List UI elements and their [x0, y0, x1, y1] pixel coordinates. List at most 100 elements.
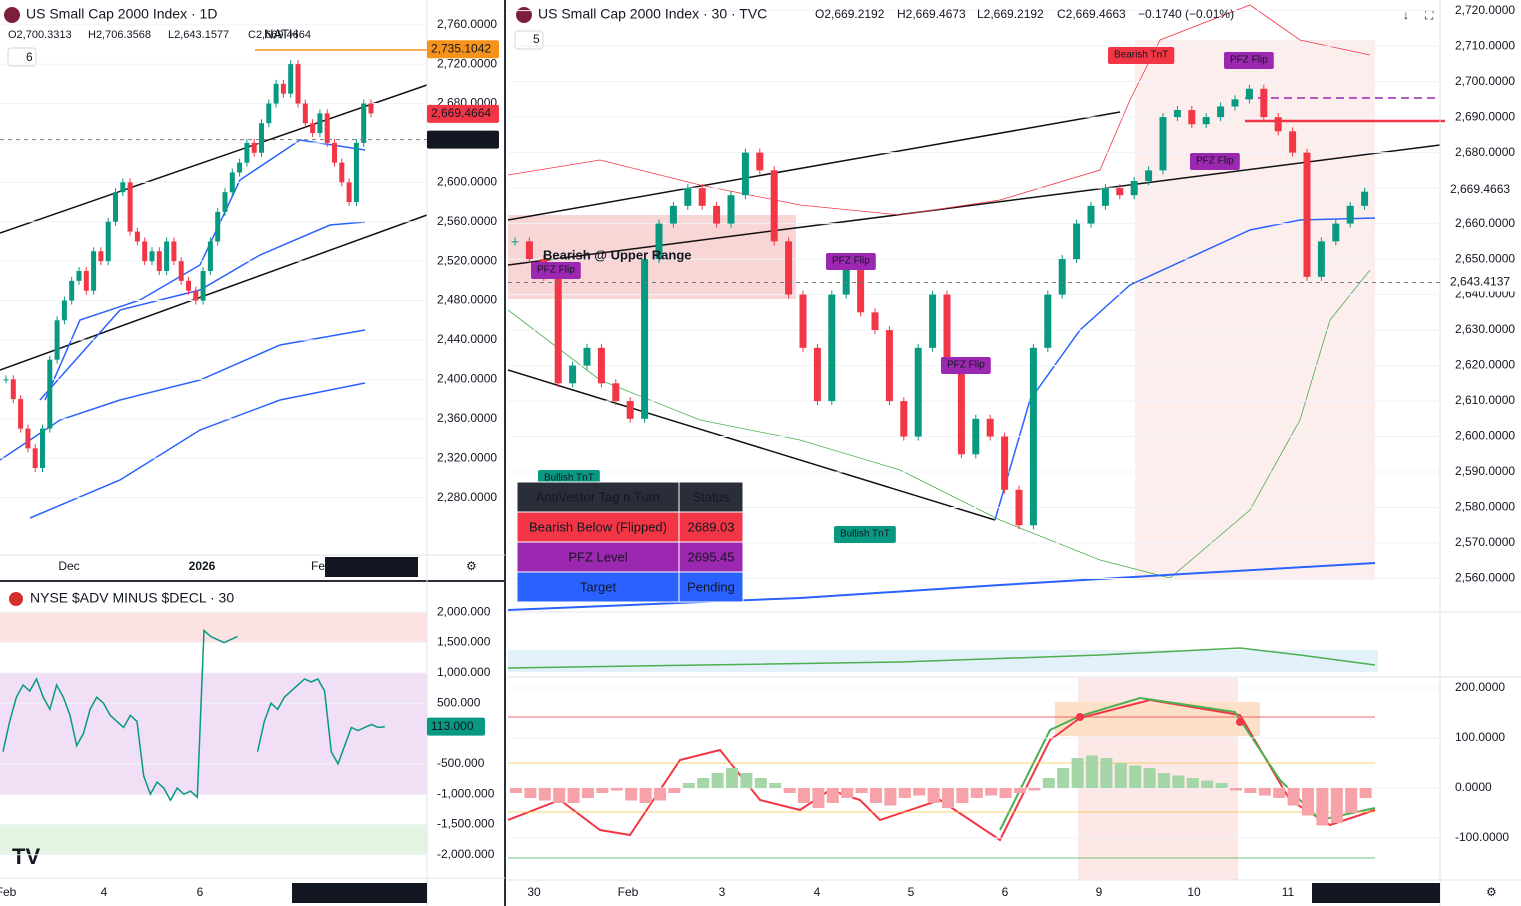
trend-line	[507, 111, 1121, 221]
annotation-label: PFZ Flip	[537, 265, 575, 276]
candle	[1058, 259, 1066, 295]
histogram-bar	[1345, 788, 1358, 813]
candle	[69, 280, 75, 301]
y-tick-label: 500.000	[437, 695, 481, 709]
histogram-bar	[754, 778, 767, 788]
candle	[215, 211, 221, 242]
y-tick-label: 1,500.000	[437, 635, 491, 649]
histogram-bar	[1143, 768, 1156, 788]
y-tick-label: -100.0000	[1455, 830, 1509, 844]
y-tick-label: 2,360.0000	[437, 411, 497, 425]
y-tick-label: 2,600.0000	[1455, 429, 1515, 443]
candle	[756, 152, 764, 171]
interval-box[interactable]	[514, 30, 544, 50]
y-tick-label: -500.000	[437, 756, 485, 770]
candle	[332, 142, 337, 163]
table-cell	[678, 571, 744, 603]
candle	[785, 241, 793, 295]
candle	[368, 103, 374, 114]
indicator-line	[507, 698, 1376, 842]
candle	[83, 271, 89, 291]
y-tick-label: 2,590.0000	[1455, 464, 1515, 478]
candle	[164, 241, 170, 271]
y-tick-label: 2,720.0000	[1455, 3, 1515, 17]
y-tick-label: 2,610.0000	[1455, 393, 1515, 407]
ohlc-value: C2,669.4663	[1057, 7, 1126, 21]
settings-icon[interactable]: ⚙	[466, 559, 477, 573]
candle	[1274, 117, 1282, 132]
note: NATH	[264, 26, 298, 41]
candle	[229, 172, 235, 193]
histogram-bar	[726, 768, 738, 788]
candle	[1332, 223, 1340, 242]
candle	[885, 330, 893, 402]
histogram-bar	[538, 788, 551, 801]
annotation: Bearish @ Upper Range	[543, 247, 692, 262]
candle	[1101, 188, 1109, 206]
y-tick-label: 0.0000	[1455, 780, 1492, 794]
candle	[943, 294, 951, 366]
table-text: Bearish Below (Flipped)	[529, 519, 667, 534]
y-tick-label: 2,720.0000	[437, 56, 497, 70]
zone	[0, 673, 427, 795]
moving-average	[44, 139, 366, 401]
annotation	[1108, 47, 1175, 64]
candle	[1188, 110, 1196, 125]
histogram-bar	[1215, 783, 1228, 788]
candle	[1231, 99, 1239, 107]
price-tag	[427, 104, 499, 123]
candle	[1245, 88, 1253, 100]
candle	[127, 182, 133, 232]
interval-box[interactable]	[7, 47, 37, 67]
histogram-bar	[855, 788, 868, 793]
annotation-label: Bearish TnT	[1114, 50, 1168, 61]
candle	[361, 103, 367, 143]
moving-average	[29, 382, 366, 519]
histogram-bar	[826, 788, 839, 803]
x-tick-label: 6	[1002, 885, 1009, 899]
histogram-bar	[1330, 788, 1343, 823]
candle	[1173, 110, 1181, 118]
price-tag	[1446, 273, 1520, 292]
candle	[61, 300, 67, 321]
histogram-bar	[596, 788, 609, 793]
button[interactable]: ⛶	[1424, 8, 1434, 22]
candle	[857, 259, 865, 313]
candle	[597, 347, 605, 384]
x-tick-label: 10	[1187, 885, 1201, 899]
annotation-label: PFZ Flip	[1196, 156, 1234, 167]
symbol-icon[interactable]	[9, 592, 23, 606]
x-tick-label: 9	[1096, 885, 1103, 899]
x-tick-label: 11	[1282, 885, 1295, 899]
histogram-bar	[927, 788, 940, 803]
histogram-bar	[697, 778, 710, 788]
candle	[18, 399, 24, 429]
histogram-bar	[553, 788, 566, 803]
breadth-line	[256, 677, 385, 766]
button[interactable]: ↓	[1403, 8, 1409, 22]
histogram-bar	[1201, 780, 1214, 788]
table-cell	[516, 571, 680, 603]
candle	[1130, 181, 1138, 196]
settings-icon[interactable]: ⚙	[1486, 885, 1497, 899]
price-tag	[427, 130, 499, 149]
histogram-bar	[625, 788, 638, 801]
candle	[200, 271, 206, 301]
histogram-bar	[740, 773, 753, 788]
table-cell	[678, 481, 744, 513]
candle	[770, 170, 778, 242]
candle	[799, 294, 807, 348]
candle	[641, 259, 649, 419]
candle	[1289, 131, 1297, 153]
table-text: 2689.03	[688, 519, 735, 534]
x-tick-label: Feb	[0, 885, 17, 899]
chart-title: US Small Cap 2000 Index · 1D	[26, 6, 217, 22]
table-cell	[516, 511, 680, 543]
candle	[98, 251, 104, 262]
table-text: AntiVestor Tag n Turn	[536, 489, 660, 504]
candle	[317, 113, 323, 134]
date-tag-label: 18:00	[389, 885, 419, 899]
candle	[32, 448, 38, 469]
annotation	[834, 526, 896, 543]
histogram-bar	[1042, 778, 1055, 788]
